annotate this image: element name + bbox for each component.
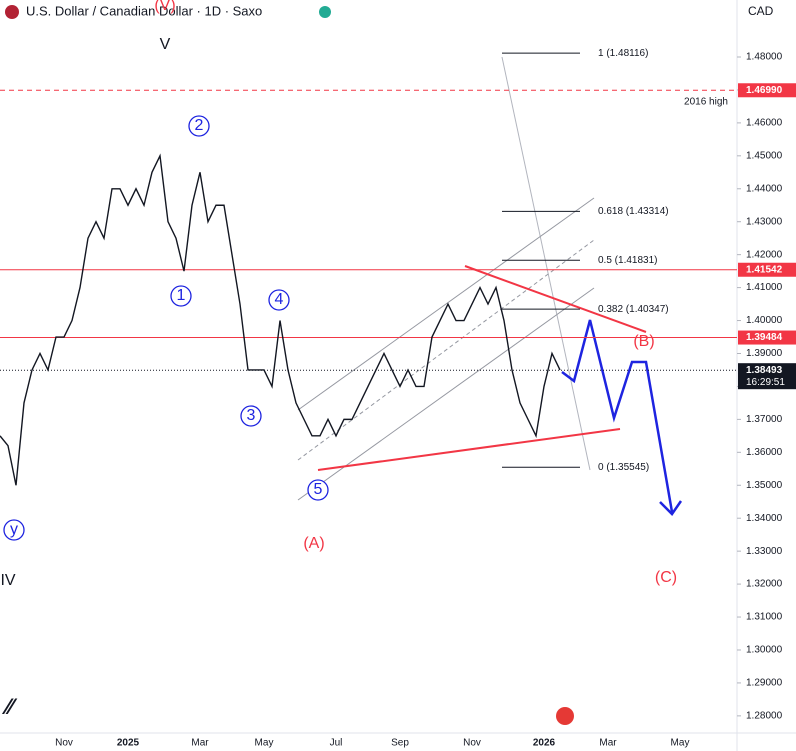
y-tick-label: 1.35000 xyxy=(746,480,783,491)
triangle-upper xyxy=(464,265,647,333)
level-box xyxy=(738,363,796,390)
y-tick-label: 1.28000 xyxy=(746,711,783,722)
fib-label: 0.5 (1.41831) xyxy=(598,255,658,266)
wave-label: y xyxy=(10,521,18,538)
y-tick-label: 1.39000 xyxy=(746,348,783,359)
wave-label: 1 xyxy=(177,287,186,304)
level-box xyxy=(738,83,796,98)
wave-label: IV xyxy=(0,572,15,589)
y-tick-label: 1.48000 xyxy=(746,52,783,63)
y-tick-label: 1.31000 xyxy=(746,612,783,623)
wave-label: (B) xyxy=(633,333,654,350)
wave-label: (C) xyxy=(655,569,677,586)
wave-circle xyxy=(188,115,210,137)
level-label: 1.39484 xyxy=(746,332,783,343)
x-tick-label: Mar xyxy=(599,738,617,749)
triangle-lower xyxy=(317,428,621,471)
countdown: 16:29:51 xyxy=(746,377,785,388)
fib-label: 0.618 (1.43314) xyxy=(598,206,669,217)
price-line xyxy=(0,153,561,486)
y-tick-label: 1.29000 xyxy=(746,678,783,689)
level-label: 1.41542 xyxy=(746,264,783,275)
y-tick-label: 1.34000 xyxy=(746,513,783,524)
wave-label: 3 xyxy=(247,407,256,424)
channel-top xyxy=(297,197,595,411)
fib-label: 1 (1.48116) xyxy=(598,48,648,59)
flag-icon xyxy=(5,5,19,19)
x-tick-label: 2025 xyxy=(117,738,140,749)
y-tick-label: 1.42000 xyxy=(746,249,783,260)
projection-arrow xyxy=(659,500,683,516)
x-tick-label: Jul xyxy=(330,738,343,749)
currency: CAD xyxy=(748,4,774,18)
y-tick-label: 1.37000 xyxy=(746,414,783,425)
wave-label: 2016 high xyxy=(684,97,728,108)
wave-circle xyxy=(307,479,329,501)
x-tick-label: Mar xyxy=(191,738,209,749)
channel-bottom xyxy=(297,287,595,501)
x-tick-label: 2026 xyxy=(533,738,556,749)
y-tick-label: 1.30000 xyxy=(746,645,783,656)
wave-label: (V) xyxy=(154,0,175,14)
wave-label: (A) xyxy=(303,535,324,552)
chart-title: U.S. Dollar / Canadian Dollar · 1D · Sax… xyxy=(26,3,262,18)
y-tick-label: 1.33000 xyxy=(746,546,783,557)
x-tick-label: Nov xyxy=(463,738,481,749)
x-tick-label: Nov xyxy=(55,738,73,749)
channel-mid xyxy=(297,239,595,461)
wave-circle xyxy=(3,519,25,541)
y-tick-label: 1.36000 xyxy=(746,447,783,458)
event-icon[interactable] xyxy=(556,707,574,725)
level-box xyxy=(738,330,796,345)
x-tick-label: May xyxy=(671,738,690,749)
wave-circle xyxy=(268,289,290,311)
level-label: 1.46990 xyxy=(746,85,783,96)
wave-circle xyxy=(240,405,262,427)
wave-circle xyxy=(170,285,192,307)
y-tick-label: 1.46000 xyxy=(746,118,783,129)
y-tick-label: 1.45000 xyxy=(746,150,783,161)
wave-label: 2 xyxy=(195,117,204,134)
y-tick-label: 1.43000 xyxy=(746,216,783,227)
projection xyxy=(561,319,674,513)
status-dot xyxy=(319,6,331,18)
level-box xyxy=(738,262,796,277)
wave-label: V xyxy=(160,36,171,53)
wave-label: 4 xyxy=(275,291,284,308)
x-tick-label: Sep xyxy=(391,738,409,749)
x-tick-label: May xyxy=(255,738,274,749)
wave-label: 5 xyxy=(314,481,323,498)
fib-label: 0.382 (1.40347) xyxy=(598,304,669,315)
y-tick-label: 1.44000 xyxy=(746,183,783,194)
y-tick-label: 1.32000 xyxy=(746,579,783,590)
fib-trend xyxy=(501,56,591,471)
y-tick-label: 1.40000 xyxy=(746,315,783,326)
drawings xyxy=(297,56,683,516)
level-label: 1.38493 xyxy=(746,365,783,376)
y-tick-label: 1.41000 xyxy=(746,282,783,293)
fib-label: 0 (1.35545) xyxy=(598,462,649,473)
